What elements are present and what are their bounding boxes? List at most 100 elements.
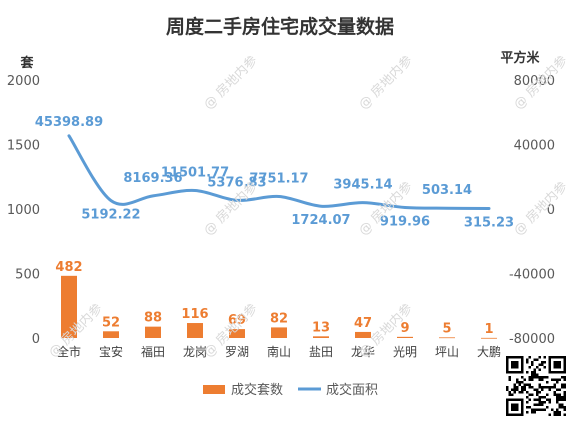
bar [61, 275, 77, 338]
qr-module [533, 403, 536, 406]
bar-value-label: 482 [55, 260, 82, 275]
qr-module [558, 406, 561, 409]
qr-module [516, 381, 519, 384]
qr-module [513, 386, 516, 389]
right-axis-ticks: -80000 -40000 0 40000 80000 [509, 74, 555, 347]
qr-module [543, 376, 546, 379]
qr-module [563, 398, 566, 401]
qr-module [516, 378, 519, 381]
qr-module [528, 383, 531, 386]
category-label: 光明 [393, 345, 417, 359]
qr-module [541, 361, 544, 364]
qr-module [556, 388, 559, 391]
legend-label-bar: 成交套数 [231, 382, 283, 398]
qr-module [538, 386, 541, 389]
qr-module [541, 396, 544, 399]
line-value-label: 5192.22 [81, 208, 140, 223]
qr-module [533, 411, 536, 414]
qr-module [516, 386, 519, 389]
qr-module [556, 393, 559, 396]
qr-module [523, 388, 526, 391]
left-axis-unit: 套 [19, 55, 34, 71]
qr-module [528, 398, 531, 401]
qr-module [518, 381, 521, 384]
line-value-label: 503.14 [422, 183, 472, 198]
qr-module [521, 386, 524, 389]
qr-module [556, 408, 559, 411]
category-labels: 全市 宝安 福田 龙岗 罗湖 南山 盐田 龙华 光明 坪山 大鹏 [57, 344, 501, 359]
qr-module [511, 388, 514, 391]
qr-module [548, 398, 551, 401]
qr-module [526, 406, 529, 409]
bar [103, 331, 119, 338]
qr-module [526, 396, 529, 399]
qr-module [538, 398, 541, 401]
chart-title: 周度二手房住宅成交量数据 [166, 15, 394, 38]
left-axis-ticks: 0 500 1000 1500 2000 [7, 74, 40, 347]
qr-module [563, 378, 566, 381]
category-label: 大鹏 [477, 345, 501, 359]
bar-value-label: 69 [228, 313, 246, 328]
qr-module [551, 378, 554, 381]
qr-module [556, 411, 559, 414]
qr-module [531, 371, 534, 374]
qr-module [531, 378, 534, 381]
category-label: 盐田 [309, 345, 333, 359]
bar-value-label: 88 [144, 311, 162, 326]
qr-module [533, 373, 536, 376]
qr-module [506, 386, 509, 389]
qr-module [563, 413, 566, 416]
qr-module [563, 383, 566, 386]
qr-module [543, 361, 546, 364]
qr-module [533, 368, 536, 371]
qr-module [538, 391, 541, 394]
qr-module [561, 396, 564, 399]
bar [145, 326, 161, 338]
category-label: 宝安 [99, 344, 123, 359]
qr-module [561, 403, 564, 406]
qr-module [548, 401, 551, 404]
qr-module [546, 393, 549, 396]
qr-module [556, 398, 559, 401]
qr-module [543, 408, 546, 411]
qr-module [533, 376, 536, 379]
qr-module [553, 383, 556, 386]
qr-module [531, 393, 534, 396]
line-value-label: 11501.77 [161, 165, 229, 180]
qr-module [546, 386, 549, 389]
qr-module [561, 383, 564, 386]
qr-module [561, 376, 564, 379]
qr-module [521, 391, 524, 394]
qr-module [553, 391, 556, 394]
line-value-label: 45398.89 [35, 115, 103, 130]
qr-module [528, 386, 531, 389]
qr-module [538, 378, 541, 381]
category-label: 坪山 [435, 345, 459, 359]
qr-module [553, 411, 556, 414]
qr-module [531, 386, 534, 389]
line-series [67, 134, 491, 210]
qr-module [536, 403, 539, 406]
bar-value-label: 116 [181, 307, 208, 322]
qr-module [541, 401, 544, 404]
qr-module [553, 386, 556, 389]
left-axis-tick: 2000 [7, 74, 40, 89]
qr-module [526, 411, 529, 414]
qr-module [536, 408, 539, 411]
qr-module [561, 406, 564, 409]
qr-module [563, 376, 566, 379]
qr-module [528, 366, 531, 369]
qr-module [526, 391, 529, 394]
category-label: 福田 [141, 344, 165, 359]
qr-module [558, 388, 561, 391]
qr-module [538, 408, 541, 411]
qr-module [543, 356, 546, 359]
qr-module [543, 366, 546, 369]
qr-module [538, 356, 541, 359]
qr-module [523, 378, 526, 381]
qr-module [543, 401, 546, 404]
qr-module [561, 398, 564, 401]
qr-module [526, 358, 529, 361]
bar-value-label: 52 [102, 315, 120, 330]
bar [313, 336, 329, 338]
